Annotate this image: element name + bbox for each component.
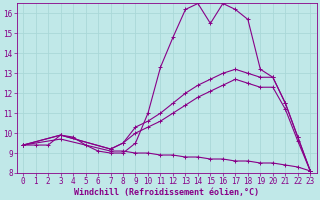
X-axis label: Windchill (Refroidissement éolien,°C): Windchill (Refroidissement éolien,°C) <box>74 188 259 197</box>
